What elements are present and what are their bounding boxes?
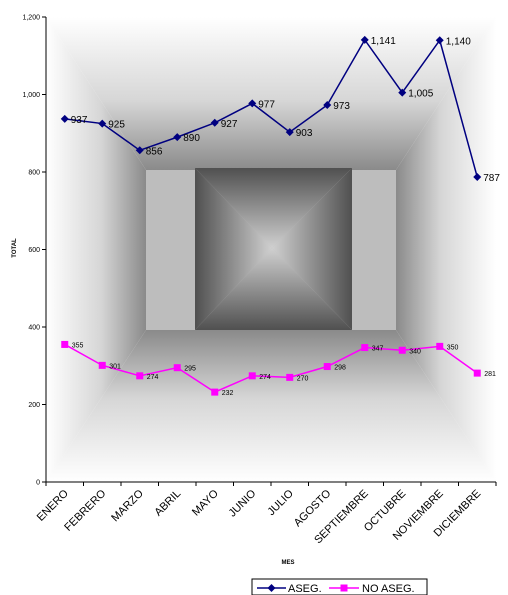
data-point	[98, 361, 106, 369]
data-point	[435, 36, 444, 45]
data-point	[248, 99, 257, 108]
plot-background	[46, 17, 496, 482]
data-point	[61, 340, 69, 348]
data-point	[286, 373, 294, 381]
x-tick-label: FEBRERO	[62, 487, 108, 533]
data-label: 1,141	[371, 36, 396, 47]
x-tick-label: JUNIO	[227, 487, 259, 519]
data-point	[173, 133, 182, 142]
x-tick-label: ABRIL	[152, 488, 183, 519]
data-label: 890	[183, 133, 200, 144]
data-point	[173, 364, 181, 372]
data-label: 1,005	[408, 89, 433, 100]
data-point	[248, 372, 256, 380]
data-point	[436, 342, 444, 350]
data-point	[136, 372, 144, 380]
data-label: 274	[259, 374, 271, 381]
data-point	[360, 35, 369, 44]
data-point	[473, 173, 482, 182]
y-axis-title: TOTAL	[12, 238, 18, 258]
x-tick-label: MARZO	[109, 487, 146, 524]
data-point	[135, 146, 144, 155]
legend-box	[251, 578, 428, 595]
data-label: 903	[296, 128, 313, 139]
data-label: 1,140	[446, 36, 471, 47]
data-label: 274	[147, 374, 159, 381]
y-tick-label: 400	[28, 325, 40, 332]
data-point	[211, 388, 219, 396]
x-axis-title: MES	[281, 560, 294, 566]
x-tick-label: ENERO	[35, 487, 71, 523]
y-tick-label: 600	[28, 247, 40, 254]
data-label: 232	[222, 390, 234, 397]
y-tick-label: 200	[28, 402, 40, 409]
data-point	[473, 369, 481, 377]
x-tick-label: MAYO	[190, 487, 221, 518]
data-label: 973	[333, 101, 350, 112]
x-tick-label: JULIO	[265, 487, 296, 518]
data-label: 350	[447, 344, 459, 351]
data-point	[60, 114, 69, 123]
data-point	[210, 118, 219, 127]
y-tick-label: 1,000	[22, 92, 40, 99]
data-label: 281	[484, 371, 496, 378]
data-label: 787	[483, 173, 500, 184]
data-label: 355	[72, 342, 84, 349]
data-point	[398, 88, 407, 97]
series-no-aseg: 355 301 274 295 232 274 270 298 347 340 350 281	[61, 340, 496, 397]
legend-label-noaseg: NO ASEG.	[362, 583, 415, 595]
data-point	[285, 128, 294, 137]
data-point	[398, 346, 406, 354]
data-point	[323, 100, 332, 109]
data-label: 856	[146, 146, 163, 157]
legend-label-aseg: ASEG.	[288, 583, 322, 595]
legend: ASEG. NO ASEG.	[251, 578, 428, 595]
data-point	[98, 119, 107, 128]
data-label: 295	[184, 366, 196, 373]
data-label: 301	[109, 363, 121, 370]
legend-marker-noaseg	[340, 584, 348, 592]
series-line	[64, 38, 478, 178]
legend-marker-aseg	[267, 584, 276, 592]
data-label: 270	[297, 375, 309, 382]
y-ticks: 0 200 400 600 800 1,000 1,200	[22, 15, 46, 487]
data-point	[323, 363, 331, 371]
data-point	[361, 344, 369, 352]
y-tick-label: 800	[28, 170, 40, 177]
series-aseg: 937 925 856 890 927 977 903 973 1,141 1,005 1,140 7…	[60, 35, 500, 184]
data-label: 925	[108, 120, 125, 131]
data-label: 298	[334, 365, 346, 372]
series-line	[64, 343, 478, 393]
y-tick-label: 1,200	[22, 15, 40, 22]
data-label: 927	[221, 119, 238, 130]
series-layer: 937 925 856 890 927 977 903 973 1,141 1,005 1,140 7…	[60, 35, 500, 397]
data-label: 347	[372, 346, 384, 353]
y-tick-label: 0	[36, 480, 40, 487]
data-label: 977	[258, 99, 275, 110]
data-label: 937	[71, 115, 88, 126]
data-label: 340	[409, 348, 421, 355]
